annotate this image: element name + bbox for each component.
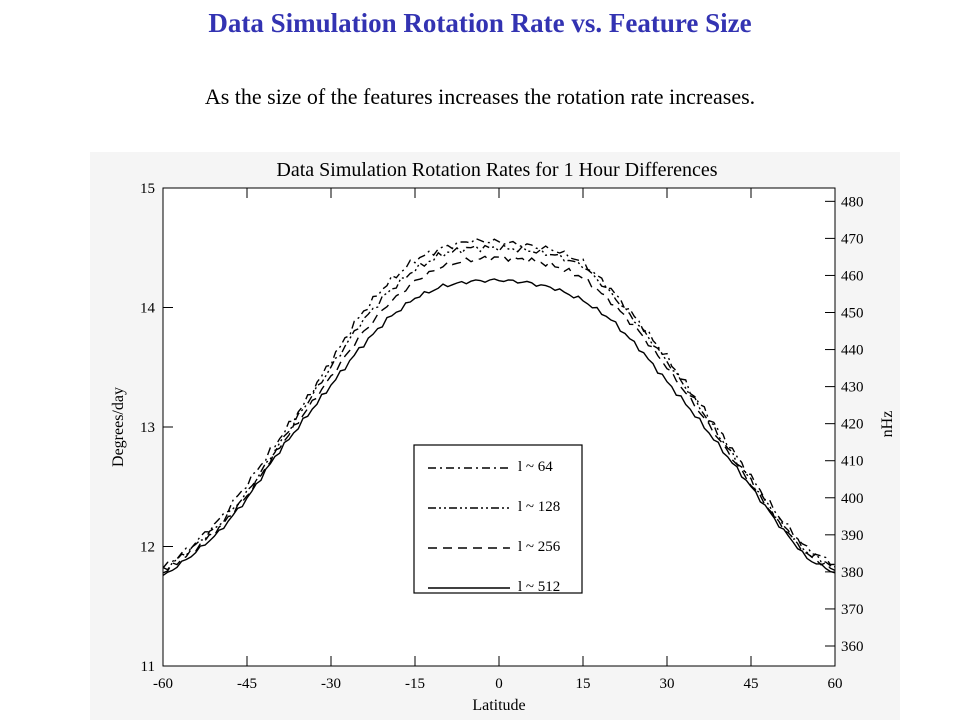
y2-tick-label: 360: [841, 639, 864, 655]
y2-tick-label: 460: [841, 268, 864, 284]
y-tick-label: 11: [141, 659, 155, 675]
y2-tick-label: 410: [841, 454, 864, 470]
y-axis-left: 11 12 13 14 15: [140, 181, 173, 675]
x-axis-label: Latitude: [472, 697, 525, 714]
x-tick-label: -15: [405, 676, 425, 692]
y2-tick-label: 440: [841, 343, 864, 359]
x-tick-label: 45: [744, 676, 759, 692]
x-tick-label: -30: [321, 676, 341, 692]
y-axis-right: 360 370 380 390 400 410 420 430 440 450 460 470 480: [825, 194, 864, 655]
chart-figure: Data Simulation Rotation Rates for 1 Hou…: [90, 152, 900, 720]
y2-tick-label: 370: [841, 602, 864, 618]
y2-tick-label: 470: [841, 231, 864, 247]
rotation-rate-chart: Data Simulation Rotation Rates for 1 Hou…: [110, 159, 896, 714]
legend: l ~ 64 l ~ 128 l ~ 256 l ~ 512: [413, 444, 583, 595]
x-tick-label: 0: [495, 676, 503, 692]
plot-area: [162, 187, 836, 667]
y2-axis-label: nHz: [879, 411, 896, 438]
slide-title: Data Simulation Rotation Rate vs. Featur…: [208, 8, 752, 38]
x-tick-label: 30: [660, 676, 675, 692]
series-line: [162, 244, 836, 571]
y2-tick-label: 430: [841, 380, 864, 396]
y-axis-label: Degrees/day: [110, 387, 127, 467]
x-tick-label: -45: [237, 676, 257, 692]
y-tick-label: 12: [140, 540, 155, 556]
y2-tick-label: 450: [841, 306, 864, 322]
series-line: [162, 278, 836, 576]
legend-label: l ~ 64: [518, 459, 553, 475]
y2-tick-label: 390: [841, 528, 864, 544]
series-lines: [162, 237, 836, 576]
legend-label: l ~ 256: [518, 539, 561, 555]
x-tick-label: 15: [576, 676, 591, 692]
y-tick-label: 14: [140, 301, 156, 317]
y-tick-label: 15: [140, 181, 155, 197]
legend-label: l ~ 512: [518, 579, 560, 595]
legend-label: l ~ 128: [518, 499, 560, 515]
y-tick-label: 13: [140, 420, 155, 436]
y2-tick-label: 420: [841, 417, 864, 433]
y2-tick-label: 380: [841, 565, 864, 581]
legend-box: [413, 444, 583, 594]
chart-title: Data Simulation Rotation Rates for 1 Hou…: [276, 159, 717, 181]
series-line: [162, 255, 836, 574]
legend-items: l ~ 64 l ~ 128 l ~ 256 l ~ 512: [428, 459, 561, 595]
series-line: [162, 237, 836, 569]
y2-tick-label: 480: [841, 194, 864, 210]
x-tick-label: -60: [153, 676, 173, 692]
x-axis: -60 -45 -30 -15 0 15 30 45 60: [153, 188, 843, 692]
y2-tick-label: 400: [841, 491, 864, 507]
x-tick-label: 60: [828, 676, 843, 692]
slide-subtitle: As the size of the features increases th…: [204, 84, 756, 109]
